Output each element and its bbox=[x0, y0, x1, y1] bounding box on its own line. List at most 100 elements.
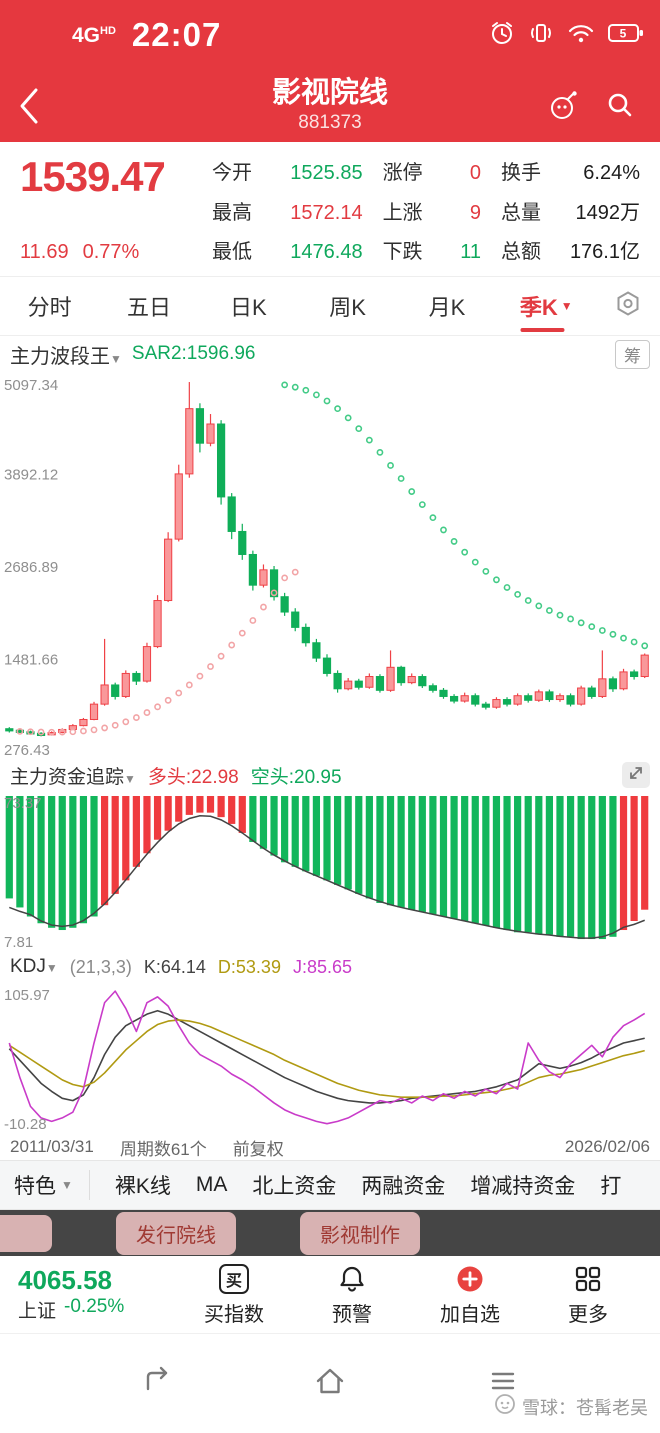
x-axis-start-date: 2011/03/31 bbox=[10, 1137, 94, 1156]
quote-stat-上涨: 上涨 9 bbox=[383, 196, 481, 225]
period-count-label: 周期数61个 bbox=[119, 1139, 207, 1159]
buy-icon: 买 bbox=[219, 1263, 249, 1294]
sector-strip: 发行院线 影视制作 bbox=[0, 1210, 660, 1256]
feature-tab-裸K线[interactable]: 裸K线 bbox=[114, 1175, 171, 1198]
kdj-indicator-selector[interactable]: KDJ▼ bbox=[10, 956, 58, 977]
nav-back-icon bbox=[139, 1366, 175, 1401]
stat-label: 最高 bbox=[212, 201, 252, 224]
nav-recents-button[interactable] bbox=[485, 1365, 521, 1402]
stat-label: 总额 bbox=[501, 241, 541, 263]
mascot-button[interactable] bbox=[548, 90, 578, 125]
fund-histogram-chart[interactable]: 73.37 7.81 bbox=[0, 790, 660, 952]
stat-value: 9 bbox=[469, 201, 481, 224]
bottom-action-bar: 4065.58 上证 -0.25% 买 买指数 预警 加自选 更多 bbox=[0, 1256, 660, 1334]
tab-日K[interactable]: 日K bbox=[229, 295, 267, 320]
quote-stat-最低: 最低 1476.48 bbox=[212, 235, 363, 264]
svg-text:5: 5 bbox=[620, 26, 627, 40]
sar-value-label: SAR2:1596.96 bbox=[131, 343, 256, 364]
quote-stat-今开: 今开 1525.85 bbox=[212, 156, 363, 185]
kdj-d-label: D:53.39 bbox=[217, 956, 281, 977]
plus-circle-icon bbox=[455, 1263, 485, 1295]
home-icon bbox=[312, 1368, 348, 1401]
quote-stat-下跌: 下跌 11 bbox=[383, 235, 481, 264]
back-icon bbox=[14, 88, 44, 132]
stat-label: 上涨 bbox=[382, 201, 423, 224]
short-value-label: 空头:20.95 bbox=[250, 766, 342, 788]
stat-value: 176.1亿 bbox=[569, 241, 640, 263]
wifi-icon bbox=[567, 21, 595, 50]
feature-tab-特色[interactable]: 特色 ▼ bbox=[14, 1170, 90, 1200]
more-button[interactable]: 更多 bbox=[568, 1263, 608, 1327]
x-axis-row: 2011/03/31 周期数61个 前复权 2026/02/06 bbox=[0, 1134, 660, 1160]
tab-季K[interactable]: 季K ▼ bbox=[497, 277, 596, 335]
buy-index-button[interactable]: 买 买指数 bbox=[204, 1263, 264, 1327]
stat-label: 总量 bbox=[501, 201, 541, 224]
nav-back-button[interactable] bbox=[139, 1365, 175, 1402]
svg-text:5097.34: 5097.34 bbox=[4, 377, 58, 394]
menu-lines-icon bbox=[485, 1372, 521, 1401]
app-header: 影视院线 881373 bbox=[0, 70, 660, 142]
feature-tab-两融资金[interactable]: 两融资金 bbox=[361, 1175, 446, 1198]
quote-grid: 今开 1525.85 涨停 0 换手 6.24% 最高 1572.14 上涨 9 总量 1492万 最低… bbox=[212, 156, 640, 264]
adjust-mode-label: 前复权 bbox=[232, 1139, 284, 1159]
kdj-j-label: J:85.65 bbox=[292, 956, 352, 977]
index-name: 上证 bbox=[18, 1301, 57, 1323]
svg-text:276.43: 276.43 bbox=[4, 742, 50, 759]
status-icons: 5 bbox=[489, 20, 644, 51]
clock-time: 22:07 bbox=[131, 16, 222, 53]
stat-value: 1525.85 bbox=[290, 162, 363, 184]
feature-tab-增减持资金[interactable]: 增减持资金 bbox=[470, 1175, 576, 1198]
kdj-chart[interactable]: 105.97 -10.28 bbox=[0, 982, 660, 1134]
tab-五日[interactable]: 五日 bbox=[126, 295, 171, 320]
chip-distribution-button[interactable]: 筹 bbox=[615, 339, 650, 369]
quote-stat-总额: 总额 176.1亿 bbox=[501, 235, 640, 264]
android-nav-bar bbox=[0, 1334, 660, 1433]
back-button[interactable] bbox=[14, 84, 44, 133]
fund-indicator-selector[interactable]: 主力资金追踪▼ bbox=[10, 766, 136, 788]
title-block: 影视院线 881373 bbox=[272, 77, 388, 134]
change-percent: 0.77% bbox=[82, 241, 140, 263]
sector-pill-发行院线[interactable]: 发行院线 bbox=[116, 1211, 236, 1255]
chart-settings-button[interactable] bbox=[596, 290, 660, 322]
feature-tab-MA[interactable]: MA bbox=[195, 1173, 228, 1196]
expand-icon bbox=[627, 764, 645, 787]
sector-pill-影视制作[interactable]: 影视制作 bbox=[300, 1211, 420, 1255]
svg-text:3892.12: 3892.12 bbox=[4, 466, 58, 483]
svg-text:2686.89: 2686.89 bbox=[4, 559, 58, 576]
add-watchlist-button[interactable]: 加自选 bbox=[440, 1263, 500, 1327]
chevron-down-icon: ▼ bbox=[45, 961, 58, 975]
tab-周K[interactable]: 周K bbox=[329, 295, 366, 320]
quote-stat-总量: 总量 1492万 bbox=[501, 196, 640, 225]
stat-label: 换手 bbox=[501, 162, 541, 184]
expand-button[interactable] bbox=[622, 762, 650, 788]
search-button[interactable] bbox=[606, 91, 634, 124]
feature-tab-北上资金[interactable]: 北上资金 bbox=[252, 1175, 337, 1198]
search-icon bbox=[606, 93, 634, 123]
network-hd-label: HD bbox=[100, 24, 116, 37]
price-change: 11.69 0.77% bbox=[20, 241, 212, 264]
nav-home-button[interactable] bbox=[312, 1365, 348, 1402]
watermark: 雪球：苍髯老吴 bbox=[494, 1393, 648, 1420]
current-price: 1539.47 bbox=[20, 153, 166, 200]
sector-pill-clipped[interactable] bbox=[0, 1214, 52, 1252]
tab-月K[interactable]: 月K bbox=[428, 295, 466, 320]
vibrate-icon bbox=[528, 20, 554, 51]
alarm-icon bbox=[489, 20, 515, 51]
alert-button[interactable]: 预警 bbox=[332, 1263, 372, 1327]
quote-panel: 1539.47 11.69 0.77% 今开 1525.85 涨停 0 换手 6.24% 最… bbox=[0, 142, 660, 277]
svg-text:-10.28: -10.28 bbox=[4, 1116, 47, 1133]
x-axis-end-date: 2026/02/06 bbox=[564, 1137, 650, 1156]
feature-tab-打[interactable]: 打 bbox=[600, 1175, 622, 1198]
tab-分时[interactable]: 分时 bbox=[27, 295, 72, 320]
chevron-down-icon: ▼ bbox=[110, 351, 122, 366]
svg-text:73.37: 73.37 bbox=[4, 795, 42, 812]
stat-value: 1492万 bbox=[575, 201, 641, 224]
index-summary[interactable]: 4065.58 上证 -0.25% bbox=[18, 1266, 170, 1324]
kdj-params-label: (21,3,3) bbox=[69, 956, 132, 977]
kline-chart[interactable]: 5097.34 3892.12 2686.89 1481.66 276.43 bbox=[0, 372, 660, 760]
stat-label: 涨停 bbox=[382, 162, 423, 184]
feature-tabs-list: 特色 ▼ 裸K线 MA 北上资金 两融资金 增减持资金 打 bbox=[0, 1160, 660, 1210]
period-tabs: 分时 五日 日K 周K 月K 季K ▼ bbox=[0, 277, 596, 335]
main-indicator-selector[interactable]: 主力波段王▼ bbox=[10, 345, 122, 368]
